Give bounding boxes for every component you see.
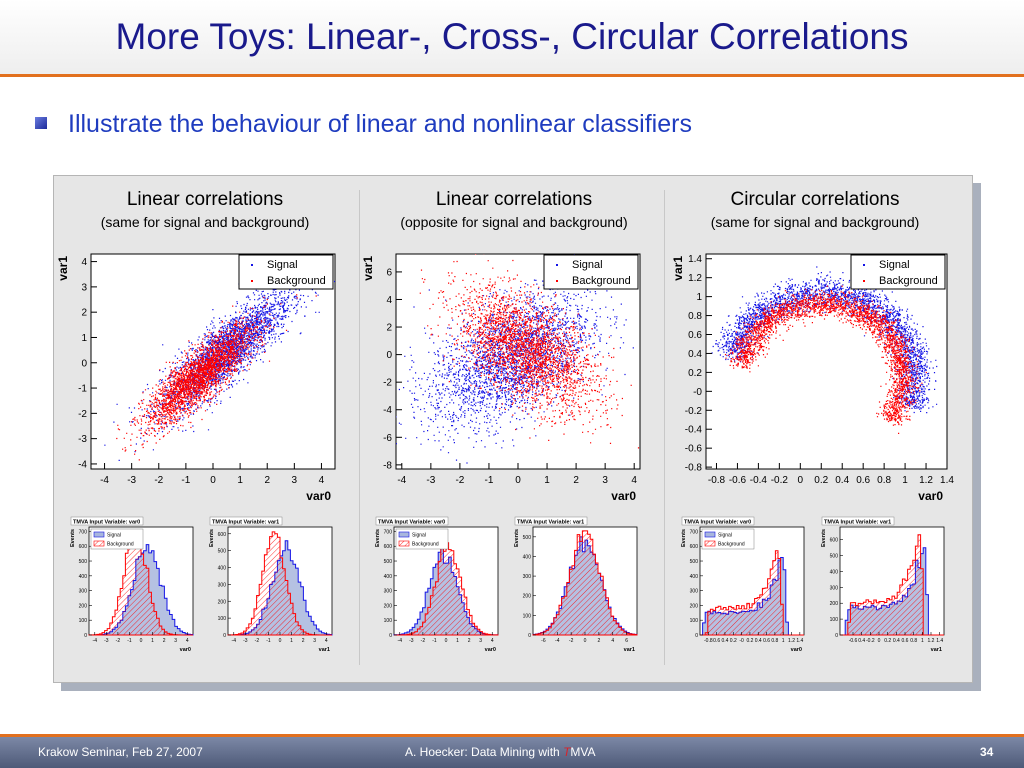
header-divider (0, 74, 1024, 77)
figure-panel (53, 175, 973, 683)
bullet-icon (35, 117, 47, 129)
footer-center: A. Hoecker: Data Mining with TMVA (405, 745, 596, 759)
column-separator (359, 190, 360, 665)
column-subtitle-2: (opposite for signal and background) (400, 214, 628, 230)
column-title-2: Linear correlations (435, 189, 593, 210)
column-subtitle-3: (same for signal and background) (710, 214, 920, 230)
column-title-1: Linear correlations (126, 189, 284, 210)
slide-footer: Krakow Seminar, Feb 27, 2007 A. Hoecker:… (0, 737, 1024, 768)
bullet-text: Illustrate the behaviour of linear and n… (68, 110, 692, 138)
footer-divider (0, 734, 1024, 737)
footer-center-t: T (563, 745, 571, 759)
footer-left: Krakow Seminar, Feb 27, 2007 (38, 745, 203, 759)
slide-title: More Toys: Linear-, Cross-, Circular Cor… (115, 16, 909, 57)
page-number: 34 (980, 745, 994, 759)
column-title-3: Circular correlations (730, 189, 900, 210)
column-subtitle-1: (same for signal and background) (100, 214, 310, 230)
footer-center-prefix: A. Hoecker: Data Mining with (405, 745, 564, 759)
footer-center-suffix: MVA (570, 745, 596, 759)
column-separator (664, 190, 665, 665)
slide-header: More Toys: Linear-, Cross-, Circular Cor… (0, 0, 1024, 74)
